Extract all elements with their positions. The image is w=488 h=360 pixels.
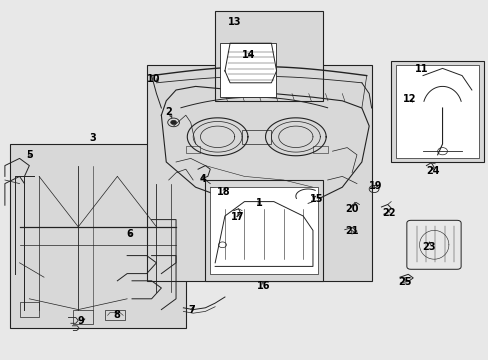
Text: 20: 20 (345, 204, 358, 214)
Text: 5: 5 (26, 150, 33, 160)
Text: 11: 11 (414, 64, 427, 74)
Text: 13: 13 (227, 17, 241, 27)
Bar (146, 65, 371, 281)
Text: 9: 9 (77, 316, 84, 326)
Bar (105, 310, 124, 320)
Text: 18: 18 (217, 186, 230, 197)
Text: 10: 10 (147, 74, 161, 84)
Bar (185, 146, 200, 153)
Circle shape (170, 120, 176, 125)
Bar (210, 187, 317, 274)
Bar (215, 11, 322, 101)
Bar (220, 43, 275, 97)
Text: 1: 1 (255, 198, 262, 208)
Text: 24: 24 (425, 166, 439, 176)
Text: 22: 22 (381, 208, 395, 218)
Bar (395, 65, 478, 158)
Text: 19: 19 (368, 181, 382, 191)
Text: 25: 25 (397, 276, 411, 287)
Text: 3: 3 (89, 133, 96, 143)
Bar (312, 146, 327, 153)
Text: 15: 15 (309, 194, 323, 204)
Text: 16: 16 (257, 281, 270, 291)
Text: 12: 12 (402, 94, 416, 104)
Text: 23: 23 (422, 242, 435, 252)
Bar (20, 302, 39, 317)
Text: 7: 7 (188, 305, 195, 315)
Text: 14: 14 (241, 50, 255, 60)
Bar (73, 310, 93, 324)
Text: 8: 8 (113, 310, 120, 320)
Bar (242, 130, 271, 144)
Bar (10, 144, 185, 328)
Text: 17: 17 (231, 212, 244, 222)
Bar (205, 180, 322, 281)
Text: 6: 6 (126, 229, 133, 239)
Text: 21: 21 (345, 226, 358, 236)
Bar (390, 61, 483, 162)
Text: 4: 4 (199, 174, 206, 184)
Text: 2: 2 (165, 107, 172, 117)
